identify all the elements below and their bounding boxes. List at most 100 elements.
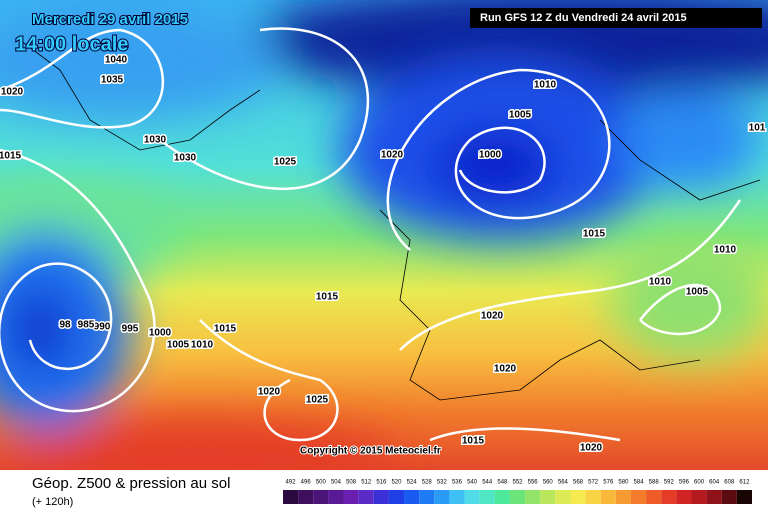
isobar-label: 1020 [481, 311, 504, 322]
isobar-label: 1030 [144, 135, 167, 146]
isobar-label: 1010 [714, 245, 737, 256]
isobar-label: 1035 [101, 75, 124, 86]
colorbar-swatch [661, 490, 677, 504]
colorbar-swatch [706, 490, 722, 504]
isobar-label: 1020 [1, 87, 24, 98]
legend-lead: (+ 120h) [32, 496, 73, 508]
colorbar-label: 600 [694, 480, 705, 486]
run-box [470, 8, 762, 28]
colorbar-label: 596 [679, 480, 690, 486]
isobar-label: 101 [749, 123, 766, 134]
colorbar-label: 604 [709, 480, 720, 486]
colorbar-label: 556 [528, 480, 539, 486]
isobar-label: 985 [78, 320, 95, 331]
colorbar-label: 612 [739, 480, 750, 486]
copyright: Copyright © 2015 Meteociel.fr [300, 446, 441, 457]
isobar-label: 98 [59, 320, 71, 331]
colorbar-label: 568 [573, 480, 584, 486]
colorbar-swatch [555, 490, 571, 504]
isobar-label: 1015 [214, 324, 237, 335]
colorbar-label: 548 [497, 480, 508, 486]
colorbar-swatch [736, 490, 752, 504]
colorbar-swatch [479, 490, 495, 504]
legend-title: Géop. Z500 & pression au sol [32, 475, 230, 492]
colorbar-swatch [721, 490, 737, 504]
isobar-label: 1015 [462, 436, 485, 447]
colorbar-swatch [434, 490, 450, 504]
isobar-label: 1005 [686, 287, 709, 298]
colorbar-swatch [464, 490, 480, 504]
colorbar-swatch [313, 490, 329, 504]
isobar-label: 1040 [105, 55, 128, 66]
colorbar-swatch [449, 490, 465, 504]
colorbar-label: 580 [618, 480, 629, 486]
colorbar-swatch [676, 490, 692, 504]
isobar-label: 1005 [167, 340, 190, 351]
colorbar-label: 540 [467, 480, 478, 486]
isobar-label: 1020 [381, 150, 404, 161]
colorbar-label: 552 [512, 480, 523, 486]
colorbar-swatch [615, 490, 631, 504]
colorbar-label: 532 [437, 480, 448, 486]
isobar-label: 990 [94, 322, 111, 333]
colorbar-swatch [358, 490, 374, 504]
colorbar-swatch [570, 490, 586, 504]
colorbar-swatch [373, 490, 389, 504]
colorbar-label: 588 [649, 480, 660, 486]
isobar [199, 199, 742, 442]
colorbar-swatch [630, 490, 647, 504]
colorbar-swatch [419, 490, 435, 504]
isobar-label: 1005 [509, 110, 532, 121]
colorbar-label: 500 [316, 480, 327, 486]
colorbar-label: 528 [422, 480, 433, 486]
colorbar-label: 560 [543, 480, 554, 486]
colorbar-label: 536 [452, 480, 463, 486]
colorbar-label: 516 [376, 480, 387, 486]
isobar-label: 1020 [258, 387, 281, 398]
colorbar-label: 584 [634, 480, 645, 486]
isobar-label: 1010 [534, 80, 557, 91]
isobar-label: 1020 [580, 443, 603, 454]
colorbar-swatch [494, 490, 510, 504]
isobar-label: 1025 [306, 395, 329, 406]
colorbar-swatch [404, 490, 420, 504]
colorbar-label: 496 [301, 480, 312, 486]
colorbar-label: 508 [346, 480, 357, 486]
colorbar-label: 564 [558, 480, 569, 486]
colorbar-swatch [298, 490, 314, 504]
colorbar-swatch [328, 490, 344, 504]
colorbar-swatch [585, 490, 601, 504]
colorbar-label: 504 [331, 480, 342, 486]
colorbar-swatch [343, 490, 359, 504]
isobar [0, 28, 165, 413]
colorbar-label: 544 [482, 480, 493, 486]
coastline [19, 39, 761, 401]
isobar-label: 1025 [274, 157, 297, 168]
isobar-label: 1000 [149, 328, 172, 339]
colorbar-swatch [600, 490, 616, 504]
isobar-label: 1015 [583, 229, 606, 240]
colorbar: 492 496 500 504 508 512 516 520 524 528 532 536 540 5… [283, 480, 752, 504]
isobar-label: 1020 [494, 364, 517, 375]
colorbar-label: 608 [724, 480, 735, 486]
isobar-label: 995 [122, 324, 139, 335]
colorbar-swatch [283, 490, 299, 504]
colorbar-swatch [525, 490, 541, 504]
isobar-label: 1030 [174, 153, 197, 164]
isobar [159, 27, 611, 251]
colorbar-label: 576 [603, 480, 614, 486]
colorbar-label: 492 [286, 480, 297, 486]
isobar-label: 1010 [191, 340, 214, 351]
colorbar-label: 512 [361, 480, 372, 486]
colorbar-label: 572 [588, 480, 599, 486]
date: Mercredi 29 avril 2015 [32, 11, 188, 28]
isobar-label: 1010 [649, 277, 672, 288]
colorbar-swatch [388, 490, 405, 504]
height-field [0, 0, 768, 470]
colorbar-swatch [540, 490, 556, 504]
time: 14:00 locale [15, 33, 128, 55]
colorbar-label: 524 [407, 480, 418, 486]
